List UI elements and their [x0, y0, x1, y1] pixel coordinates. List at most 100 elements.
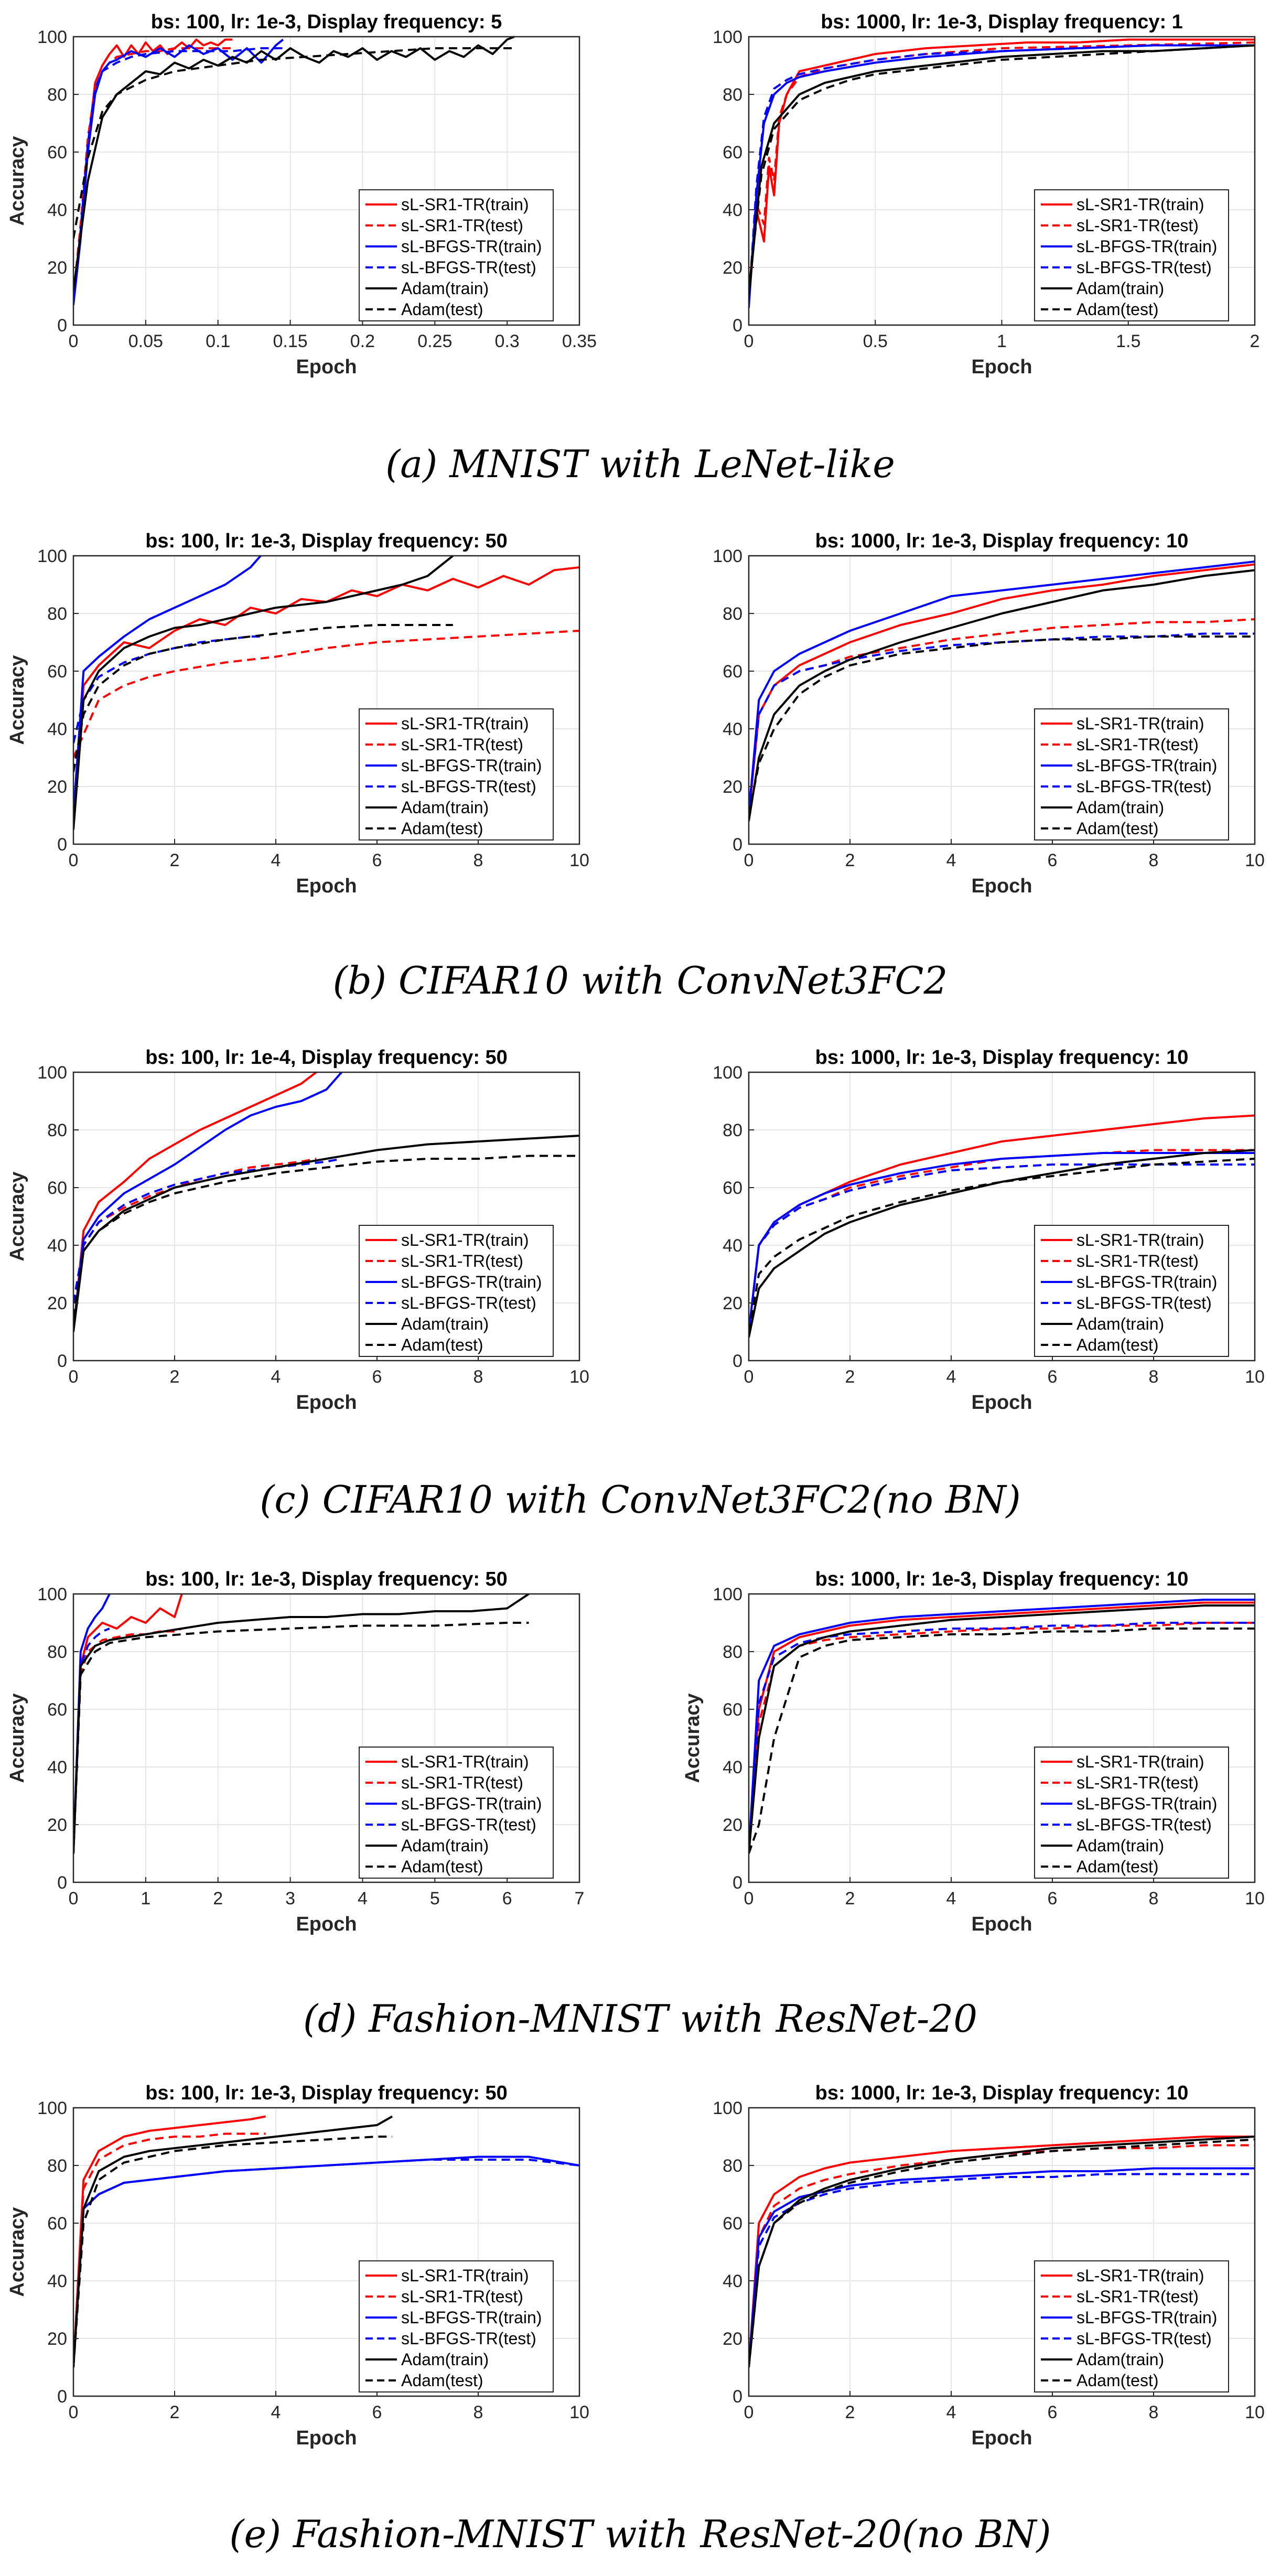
y-tick-label: 100 [37, 1585, 67, 1604]
legend-box [1034, 708, 1229, 840]
y-tick-label: 20 [723, 258, 742, 278]
legend-entry-label: sL-SR1-TR(test) [1077, 216, 1199, 235]
x-axis-label: Epoch [296, 875, 357, 897]
legend-entry-label: sL-BFGS-TR(test) [401, 1815, 536, 1834]
x-tick-label: 1.5 [1116, 331, 1140, 351]
axes-box [72, 2107, 580, 2397]
y-tick-label: 40 [47, 2271, 67, 2291]
x-tick-label: 6 [1048, 1889, 1058, 1909]
y-tick-label: 20 [47, 2329, 67, 2349]
series-line-sl-sr1-tr-test [749, 2144, 1255, 2368]
x-tick-label: 0.3 [495, 331, 520, 351]
y-tick-label: 40 [723, 1758, 742, 1777]
series-line-sl-sr1-tr-test [73, 1158, 317, 1303]
x-tick-label: 2 [170, 1367, 180, 1387]
legend-box [1034, 1225, 1229, 1357]
x-tick-label: 0 [69, 2402, 79, 2422]
legend-box [1034, 2260, 1229, 2392]
series-line-sl-sr1-tr-train [73, 38, 233, 303]
x-tick-label: 6 [1048, 850, 1058, 870]
x-tick-label: 6 [1048, 1367, 1058, 1387]
series-group [73, 36, 515, 305]
y-axis-label: Accuracy [6, 1693, 28, 1783]
y-tick-label: 20 [47, 1815, 67, 1835]
legend-entry-label: Adam(test) [401, 2371, 483, 2390]
legend: sL-SR1-TR(train) sL-SR1-TR(test) sL-BFGS-T… [1034, 708, 1229, 840]
series-line-adam-test [73, 1622, 529, 1854]
legend-entry-label: sL-BFGS-TR(train) [1077, 1794, 1217, 1813]
legend-entry-label: sL-SR1-TR(train) [401, 714, 529, 733]
series-line-sl-sr1-tr-test [73, 47, 233, 297]
x-tick-label: 10 [1245, 2402, 1265, 2422]
legend-entry-label: sL-SR1-TR(train) [401, 1231, 529, 1249]
y-tick-label: 0 [733, 316, 742, 336]
x-tick-label: 8 [473, 2402, 483, 2422]
figure-caption: (b) CIFAR10 with ConvNet3FC2 [333, 958, 948, 1003]
x-tick-label: 8 [473, 850, 483, 870]
y-tick-label: 80 [47, 604, 67, 624]
legend-entry-label: sL-SR1-TR(test) [1077, 1773, 1199, 1792]
legend-entry-label: sL-BFGS-TR(train) [401, 1794, 542, 1813]
legend-entry-label: sL-SR1-TR(test) [401, 2287, 523, 2306]
series-line-sl-sr1-tr-test [749, 1149, 1255, 1332]
series-line-sl-sr1-tr-train [749, 1601, 1255, 1854]
series-line-sl-bfgs-tr-test [749, 44, 1255, 305]
y-tick-label: 100 [713, 1063, 742, 1083]
x-tick-label: 0.35 [562, 331, 597, 351]
axes-box [72, 555, 580, 845]
x-tick-label: 4 [271, 1367, 281, 1387]
legend-entry-label: Adam(test) [1077, 1335, 1158, 1354]
legend-entry-label: sL-SR1-TR(test) [1077, 1252, 1199, 1270]
y-tick-label: 100 [713, 27, 742, 47]
x-tick-label: 4 [358, 1889, 368, 1909]
legend: sL-SR1-TR(train) sL-SR1-TR(test) sL-BFGS-T… [1034, 2260, 1229, 2392]
x-tick-label: 8 [1149, 2402, 1159, 2422]
legend: sL-SR1-TR(train) sL-SR1-TR(test) sL-BFGS-T… [359, 708, 554, 840]
figure-caption: (c) CIFAR10 with ConvNet3FC2(no BN) [260, 1478, 1021, 1522]
series-line-sl-bfgs-tr-test [749, 1622, 1255, 1854]
legend: sL-SR1-TR(train) sL-SR1-TR(test) sL-BFGS-T… [359, 1225, 554, 1357]
x-axis-label: Epoch [296, 1913, 357, 1935]
y-tick-label: 80 [723, 2156, 742, 2176]
legend-entry-label: sL-BFGS-TR(test) [1077, 2329, 1212, 2348]
series-line-sl-bfgs-tr-test [73, 1158, 342, 1303]
legend-entry-label: sL-SR1-TR(test) [401, 1252, 523, 1270]
x-tick-label: 7 [575, 1889, 585, 1909]
figure-caption: (d) Fashion-MNIST with ResNet-20 [303, 1997, 977, 2041]
legend-entry-label: sL-SR1-TR(train) [1077, 1231, 1204, 1249]
x-tick-label: 4 [946, 850, 956, 870]
y-tick-label: 40 [47, 1236, 67, 1256]
y-tick-label: 40 [723, 2271, 742, 2291]
chart-title: bs: 100, lr: 1e-3, Display frequency: 50 [145, 530, 508, 552]
y-tick-label: 100 [713, 546, 742, 566]
x-tick-label: 1 [141, 1889, 150, 1909]
x-tick-label: 0 [69, 1367, 79, 1387]
y-axis-label: Accuracy [6, 2207, 28, 2297]
series-line-sl-bfgs-tr-train [73, 555, 262, 816]
x-tick-label: 6 [372, 850, 382, 870]
legend-entry-label: Adam(train) [401, 279, 489, 298]
legend-entry-label: sL-BFGS-TR(test) [1077, 1294, 1212, 1312]
y-tick-label: 100 [37, 2098, 67, 2118]
x-tick-label: 0 [744, 850, 754, 870]
series-line-sl-bfgs-tr-train [749, 1152, 1255, 1332]
legend-entry-label: Adam(test) [1077, 300, 1158, 319]
chart-panel-1-1: 0 0.05 0.1 0.15 0.2 0.25 0.3 0.35 0 20 40 60 80 100 bs… [6, 11, 597, 378]
x-axis-label: Epoch [971, 356, 1032, 378]
x-tick-label: 10 [569, 1367, 589, 1387]
x-tick-label: 10 [569, 850, 589, 870]
chart-title: bs: 100, lr: 1e-3, Display frequency: 50 [145, 1568, 508, 1590]
y-tick-label: 0 [733, 1873, 742, 1893]
legend-entry-label: sL-SR1-TR(train) [401, 2266, 529, 2285]
legend-entry-label: Adam(train) [401, 1836, 489, 1855]
y-tick-label: 40 [723, 719, 742, 739]
x-tick-label: 0.2 [350, 331, 375, 351]
y-tick-label: 20 [47, 1294, 67, 1313]
series-line-sl-sr1-tr-test [749, 618, 1255, 810]
y-tick-label: 60 [47, 2214, 67, 2234]
x-tick-label: 0 [744, 2402, 754, 2422]
legend-entry-label: sL-BFGS-TR(train) [401, 2308, 542, 2327]
